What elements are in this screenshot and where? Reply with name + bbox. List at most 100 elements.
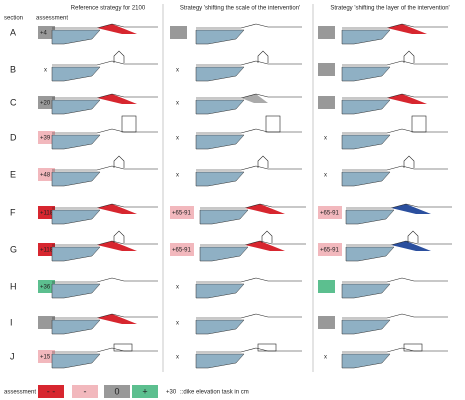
land-profile (342, 23, 448, 29)
intervention (97, 94, 137, 104)
legend-example-text: ::dike elevation task in cm (180, 390, 249, 396)
section-letter: H (10, 281, 17, 291)
assessment-label: x (176, 321, 179, 327)
water (195, 29, 245, 45)
land-profile (196, 23, 302, 29)
section-letter: D (10, 132, 17, 142)
assessment-box (318, 280, 335, 293)
section-letter: E (10, 169, 16, 179)
assessment-label: +15 (40, 355, 51, 361)
land-profile (52, 277, 158, 283)
assessment-box (38, 316, 55, 329)
water (195, 319, 245, 335)
intervention (391, 241, 431, 251)
assessment-box (38, 96, 55, 109)
assessment-label: +36 (40, 285, 51, 291)
intervention (97, 204, 137, 214)
assessment-label: x (176, 285, 179, 291)
land-profile (52, 313, 158, 319)
building (403, 343, 423, 352)
legend-label: 0 (114, 386, 119, 396)
building (113, 230, 125, 243)
land-profile (52, 23, 158, 29)
legend-example: +30 (166, 390, 177, 396)
land-profile (52, 347, 158, 353)
assessment-box (38, 168, 55, 181)
building (411, 115, 427, 133)
legend-label: - (84, 386, 87, 396)
intervention (245, 241, 285, 251)
assessment-label: +39 (40, 136, 51, 142)
section-letter: J (10, 351, 15, 361)
water (341, 353, 391, 369)
water (51, 99, 101, 115)
assessment-label: +65-91 (172, 211, 192, 217)
assessment-label: +118 (40, 211, 54, 217)
water (51, 134, 101, 150)
water (51, 209, 101, 225)
assessment-label: +65-91 (320, 248, 340, 254)
water (341, 319, 391, 335)
land-profile (52, 60, 158, 66)
land-profile (52, 240, 158, 246)
intervention (387, 24, 427, 34)
intervention (241, 94, 268, 103)
water (51, 246, 101, 262)
legend-swatch (38, 385, 64, 398)
water (195, 99, 245, 115)
legend-swatch (72, 385, 98, 398)
assessment-box (318, 26, 335, 39)
assessment-label: x (176, 101, 179, 107)
land-profile (346, 203, 452, 209)
land-profile (200, 240, 306, 246)
water (195, 134, 245, 150)
section-letter: C (10, 97, 17, 107)
water (341, 283, 391, 299)
land-profile (342, 128, 448, 134)
building (403, 155, 415, 168)
assessment-box (38, 26, 55, 39)
building (265, 115, 281, 133)
assessment-label: x (176, 173, 179, 179)
water (51, 66, 101, 82)
building (261, 230, 273, 243)
assessment-box (170, 206, 194, 219)
water (341, 171, 391, 187)
section-letter: F (10, 207, 16, 217)
assessment-label: +48 (40, 173, 51, 179)
land-profile (342, 93, 448, 99)
water (345, 209, 395, 225)
intervention (387, 94, 427, 104)
assessment-box (318, 243, 342, 256)
column-title: Reference strategy for 2100 (71, 6, 146, 12)
building (113, 50, 125, 63)
land-profile (346, 240, 452, 246)
section-letter: B (10, 64, 16, 74)
water (51, 29, 101, 45)
assessment-label: x (176, 355, 179, 361)
section-header: section (4, 16, 23, 22)
water (195, 353, 245, 369)
column-title: Strategy 'shifting the layer of the inte… (330, 6, 449, 12)
assessment-box (318, 316, 335, 329)
land-profile (342, 313, 448, 319)
assessment-label: +65-91 (172, 248, 192, 254)
section-letter: A (10, 27, 16, 37)
water (341, 99, 391, 115)
water (341, 29, 391, 45)
assessment-box (170, 26, 187, 39)
land-profile (196, 313, 302, 319)
land-profile (342, 347, 448, 353)
assessment-label: +65-91 (320, 211, 340, 217)
land-profile (342, 277, 448, 283)
land-profile (52, 203, 158, 209)
land-profile (196, 93, 302, 99)
assessment-box (38, 243, 55, 256)
assessment-label: x (324, 136, 327, 142)
building (257, 50, 269, 63)
assessment-box (38, 280, 55, 293)
land-profile (342, 165, 448, 171)
land-profile (196, 347, 302, 353)
intervention (97, 241, 137, 251)
intervention (245, 204, 285, 214)
